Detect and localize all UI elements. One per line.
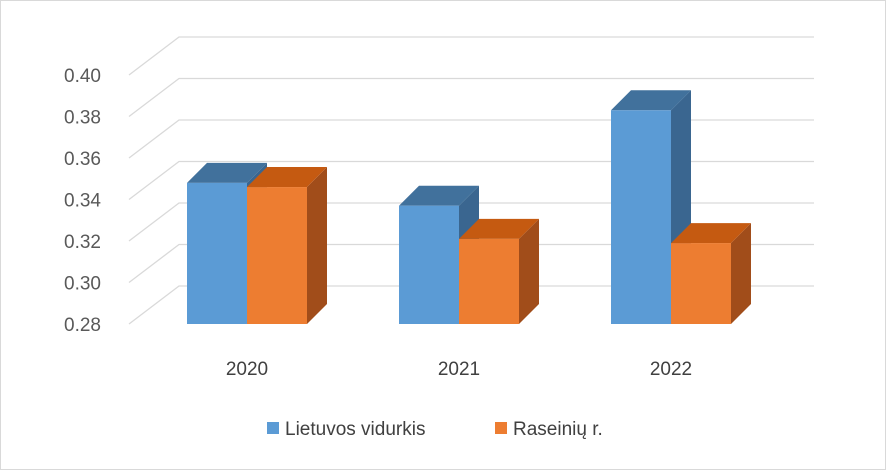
- bar-front: [459, 238, 519, 324]
- gridline: [128, 285, 814, 325]
- bars: [187, 90, 751, 325]
- bar-Raseinių r.-2022: [671, 223, 751, 324]
- legend-swatch: [495, 422, 507, 434]
- bar-Raseinių r.-2021: [459, 218, 539, 324]
- y-tick-label: 0.36: [64, 149, 101, 170]
- y-tick-label: 0.34: [64, 191, 101, 212]
- bar-side: [731, 223, 751, 324]
- gridline: [128, 243, 814, 284]
- x-category-label: 2020: [226, 359, 268, 380]
- bar-top: [611, 90, 691, 111]
- bar-front: [671, 243, 731, 324]
- bar-front: [187, 182, 247, 324]
- x-axis-categories: 2020 2021 2022: [226, 359, 692, 380]
- y-tick-label: 0.30: [64, 274, 101, 295]
- gridlines: [128, 36, 814, 325]
- bar-top: [247, 167, 327, 188]
- bar-side: [307, 167, 327, 324]
- legend-item-Lietuvos vidurkis: Lietuvos vidurkis: [267, 419, 425, 440]
- y-tick-label: 0.28: [64, 315, 101, 336]
- gridline: [128, 77, 814, 118]
- gridline: [128, 160, 814, 201]
- bar-side: [519, 218, 539, 324]
- bar-top: [399, 185, 479, 206]
- bar-front: [611, 110, 671, 325]
- legend-label: Lietuvos vidurkis: [285, 419, 425, 440]
- y-tick-label: 0.38: [64, 108, 101, 129]
- gridline: [128, 202, 814, 242]
- bar-top: [187, 162, 267, 183]
- legend-label: Raseinių r.: [513, 419, 603, 440]
- y-tick-label: 0.32: [64, 232, 101, 253]
- gridline: [128, 119, 814, 159]
- bar-top: [459, 218, 539, 239]
- gridline: [128, 36, 814, 76]
- bar-front: [247, 187, 307, 324]
- bar-Raseinių r.-2020: [247, 167, 327, 324]
- bar-top: [671, 223, 751, 244]
- legend-item-Raseinių r.: Raseinių r.: [495, 419, 603, 440]
- legend: Lietuvos vidurkis Raseinių r.: [267, 419, 603, 440]
- y-axis-ticks: 0.28 0.30 0.32 0.34 0.36 0.38 0.40: [64, 66, 101, 336]
- x-category-label: 2021: [438, 359, 480, 380]
- x-category-label: 2022: [650, 359, 692, 380]
- legend-swatch: [267, 422, 279, 434]
- bar-front: [399, 205, 459, 324]
- y-tick-label: 0.40: [64, 66, 101, 87]
